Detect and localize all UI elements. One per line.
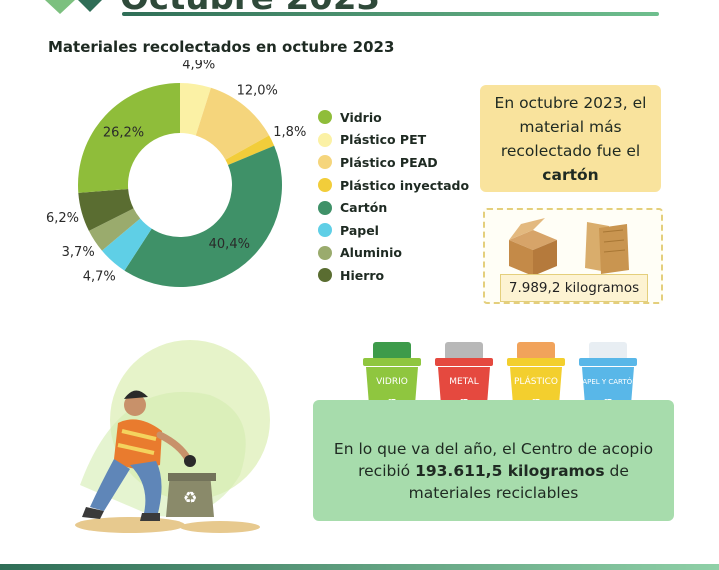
- legend-swatch: [318, 132, 332, 147]
- legend-item: Hierro: [318, 264, 469, 287]
- legend-label: Plástico PET: [340, 132, 427, 148]
- donut-chart: 4,9% 12,0% 1,8% 40,4% 4,7% 3,7% 6,2% 26,2%: [46, 60, 306, 287]
- pie-slice: [195, 87, 270, 160]
- slice-label: 12,0%: [237, 84, 278, 99]
- legend-swatch: [318, 110, 332, 125]
- pie-slice: [88, 208, 141, 251]
- legend-swatch: [318, 268, 332, 283]
- fact-highlight: cartón: [542, 165, 599, 184]
- legend-item: Plástico PET: [318, 129, 469, 152]
- chart-legend: Vidrio Plástico PET Plástico PEAD Plástico …: [318, 106, 469, 287]
- legend-label: Vidrio: [340, 109, 382, 125]
- summary-text-post: de materiales reciclables: [408, 461, 629, 502]
- legend-item: Aluminio: [318, 242, 469, 265]
- legend-label: Hierro: [340, 267, 385, 283]
- legend-swatch: [318, 223, 332, 238]
- slice-label: 6,2%: [46, 211, 79, 226]
- pie-slice: [124, 145, 282, 287]
- legend-swatch: [318, 178, 332, 193]
- pie-slice: [225, 135, 275, 166]
- bin-label: METAL: [449, 377, 478, 387]
- cardboard-boxes-icon: [509, 218, 629, 276]
- slice-label: 4,7%: [83, 269, 116, 284]
- fact-line: recolectado fue el: [500, 141, 641, 160]
- fact-line: material más: [519, 117, 622, 136]
- person-recycling-illustration: ♻: [75, 340, 270, 533]
- header-divider: [122, 12, 659, 16]
- legend-swatch: [318, 155, 332, 170]
- slice-label: 1,8%: [273, 125, 306, 140]
- legend-label: Aluminio: [340, 245, 402, 261]
- pie-slice: [78, 189, 134, 231]
- chart-title: Materiales recolectados en octubre 2023: [48, 38, 395, 56]
- annual-summary-text: En lo que va del año, el Centro de acopi…: [331, 438, 656, 504]
- pie-slice: [180, 83, 211, 136]
- legend-label: Cartón: [340, 200, 388, 216]
- pie-slice: [78, 83, 180, 193]
- legend-label: Papel: [340, 222, 379, 238]
- legend-label: Plástico inyectado: [340, 177, 470, 193]
- legend-swatch: [318, 200, 332, 215]
- bin-label: PAPEL Y CARTÓN: [579, 377, 638, 386]
- logo-icon: [45, 0, 102, 14]
- legend-item: Vidrio: [318, 106, 469, 129]
- legend-item: Papel: [318, 219, 469, 242]
- legend-item: Plástico PEAD: [318, 151, 469, 174]
- summary-text-pre: En lo que va del año, el Centro de acopi…: [333, 439, 654, 480]
- pie-slice: [101, 218, 152, 271]
- bin-label: PLÁSTICO: [514, 375, 558, 387]
- weight-label: 7.989,2 kilogramos: [500, 274, 648, 302]
- slice-label: 4,9%: [182, 60, 215, 72]
- slice-label: 3,7%: [62, 245, 95, 260]
- slice-label: 40,4%: [209, 237, 250, 252]
- bin-label: VIDRIO: [376, 377, 408, 387]
- highlight-fact-box: En octubre 2023, el material más recolec…: [480, 85, 661, 192]
- footer-divider: [0, 564, 719, 570]
- svg-text:♻: ♻: [183, 488, 197, 507]
- fact-line: En octubre 2023, el: [494, 93, 647, 112]
- legend-item: Cartón: [318, 196, 469, 219]
- legend-label: Plástico PEAD: [340, 154, 438, 170]
- legend-swatch: [318, 245, 332, 260]
- legend-item: Plástico inyectado: [318, 174, 469, 197]
- annual-summary-box: En lo que va del año, el Centro de acopi…: [313, 400, 674, 521]
- summary-amount: 193.611,5 kilogramos: [415, 461, 605, 480]
- slice-label: 26,2%: [103, 126, 144, 141]
